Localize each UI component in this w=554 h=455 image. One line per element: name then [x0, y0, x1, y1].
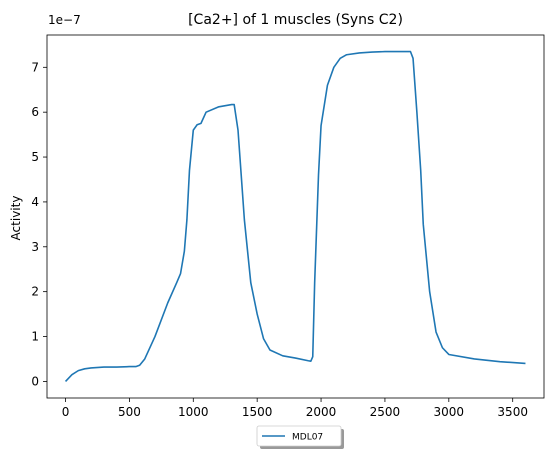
plot-area — [64, 50, 526, 382]
plot-frame — [46, 34, 545, 399]
x-tick-label: 1500 — [242, 405, 273, 419]
y-tick-label: 1 — [31, 330, 39, 344]
x-tick-label: 3500 — [497, 405, 528, 419]
y-tick-label: 7 — [31, 60, 39, 74]
y-offset-label: 1e−7 — [48, 13, 81, 27]
legend-label-mdl07: MDL07 — [292, 433, 323, 443]
y-tick-label: 6 — [31, 105, 39, 119]
legend: MDL07 — [256, 425, 344, 449]
y-axis-label: Activity — [9, 196, 23, 241]
series-line-mdl07 — [64, 50, 526, 382]
y-tick-label: 4 — [31, 195, 39, 209]
x-tick-label: 2500 — [370, 405, 401, 419]
chart-title: [Ca2+] of 1 muscles (Syns C2) — [188, 12, 403, 28]
y-tick-label: 0 — [31, 374, 39, 388]
x-tick-label: 0 — [62, 405, 70, 419]
x-tick-label: 2000 — [306, 405, 337, 419]
y-tick-label: 3 — [31, 240, 39, 254]
y-ticks: 0 1 2 3 4 5 6 7 — [31, 60, 47, 388]
y-tick-label: 2 — [31, 285, 39, 299]
y-tick-label: 5 — [31, 150, 39, 164]
x-tick-label: 3000 — [434, 405, 465, 419]
legend-box — [256, 425, 342, 447]
x-tick-label: 500 — [118, 405, 141, 419]
x-tick-label: 1000 — [178, 405, 209, 419]
x-ticks: 0 500 1000 1500 2000 2500 3000 3500 — [62, 398, 528, 419]
